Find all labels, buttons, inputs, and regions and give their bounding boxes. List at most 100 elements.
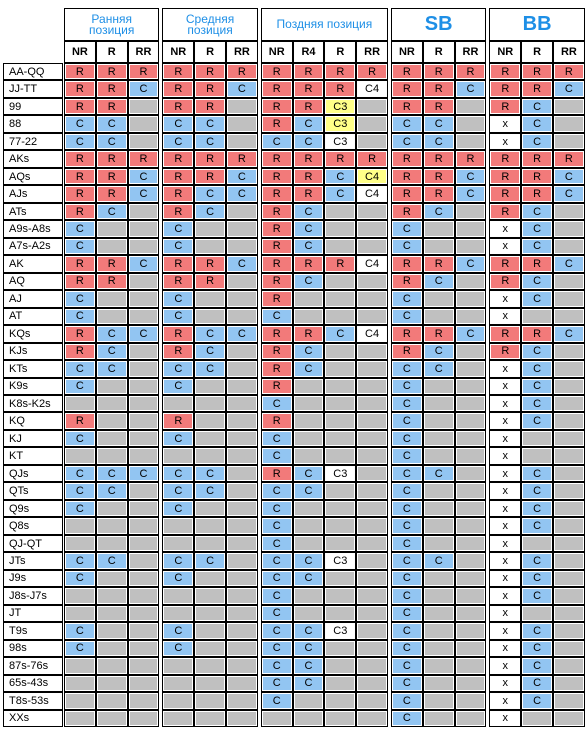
cell-fill [424, 292, 453, 306]
cell-fill [294, 606, 323, 621]
cell [324, 237, 357, 256]
cell [553, 674, 585, 693]
cell: x [489, 517, 522, 535]
cell-fill: R [523, 82, 551, 96]
cell-fill: C [326, 187, 355, 201]
cell: C [162, 132, 195, 151]
cell-fill [66, 606, 94, 621]
cell: R [422, 185, 455, 203]
cell [194, 534, 226, 553]
cell [324, 377, 357, 395]
cell-fill: x [491, 589, 520, 603]
cell: R [553, 63, 585, 81]
cell: C [162, 237, 195, 256]
cell: C [194, 115, 226, 133]
cell-fill: C [555, 169, 583, 184]
cell [324, 360, 357, 378]
cell-fill [164, 676, 193, 691]
cell: R [64, 412, 96, 430]
cell: R [292, 255, 325, 273]
cell-fill [555, 222, 583, 236]
cell-fill [456, 589, 485, 603]
cell: R [454, 63, 487, 81]
cell-fill: R [164, 257, 193, 271]
cell [324, 482, 357, 500]
cell: C [292, 464, 325, 483]
cell-fill: C [393, 501, 421, 516]
cell-fill: R [66, 204, 94, 219]
cell: R [226, 63, 258, 81]
cell [127, 447, 160, 465]
cell-fill [358, 641, 386, 656]
cell-fill [456, 449, 485, 463]
cell [95, 395, 128, 413]
cell-fill: C [523, 466, 551, 481]
cell-fill: C [523, 641, 551, 656]
cell-fill: R [66, 274, 94, 289]
cell: C [162, 639, 195, 658]
cell: C [521, 290, 553, 308]
cell [454, 604, 487, 623]
cell-fill: x [491, 501, 520, 516]
cell [324, 447, 357, 465]
cell [454, 237, 487, 256]
cell-fill: C [66, 362, 94, 376]
cell-fill [129, 711, 158, 725]
cell-fill: C [393, 397, 421, 411]
cell [356, 97, 388, 116]
cell-fill [97, 431, 126, 446]
cell [324, 395, 357, 413]
hand-label: J8s-J7s [3, 587, 63, 605]
cell [162, 674, 195, 693]
cell: C [391, 290, 423, 308]
group-header: SB [391, 8, 487, 41]
cell [454, 482, 487, 500]
cell: C [260, 552, 293, 570]
cell-fill [228, 554, 256, 568]
cell: x [489, 237, 522, 256]
cell [553, 360, 585, 378]
cell [127, 517, 160, 535]
hand-label: AJ [3, 290, 63, 308]
hand-label: XXs [3, 709, 63, 727]
cell-fill: C [66, 431, 94, 446]
cell: C [292, 639, 325, 658]
cell-fill [129, 676, 158, 691]
cell: C [521, 464, 553, 483]
cell: C [391, 499, 423, 518]
cell: R [292, 63, 325, 81]
cell: R [391, 167, 423, 186]
cell-fill [358, 484, 386, 498]
cell-fill: C [393, 711, 421, 725]
cell [356, 115, 388, 133]
cell [127, 307, 160, 326]
cell: C [422, 342, 455, 361]
cell-fill: C [164, 466, 193, 481]
cell: R [127, 63, 160, 81]
cell: R [324, 80, 357, 98]
cell-fill: C [196, 484, 224, 498]
cell: C [391, 377, 423, 395]
column-header: RR [226, 41, 258, 63]
cell-fill [196, 239, 224, 254]
cell [292, 412, 325, 430]
cell-fill: R [491, 152, 520, 166]
cell: R [260, 325, 293, 343]
cell-fill [358, 134, 386, 149]
cell-fill [456, 711, 485, 725]
cell-fill [97, 292, 126, 306]
cell [356, 709, 388, 727]
cell-fill: R [262, 257, 291, 271]
cell-fill: C [456, 327, 485, 341]
cell-fill [555, 379, 583, 393]
cell-fill [555, 134, 583, 149]
cell [553, 569, 585, 588]
cell: C [64, 552, 96, 570]
cell: C [64, 464, 96, 483]
cell-fill [196, 414, 224, 428]
cell [127, 552, 160, 570]
cell-fill [358, 222, 386, 236]
cell [454, 395, 487, 413]
cell-fill: R [393, 257, 421, 271]
cell [194, 657, 226, 675]
